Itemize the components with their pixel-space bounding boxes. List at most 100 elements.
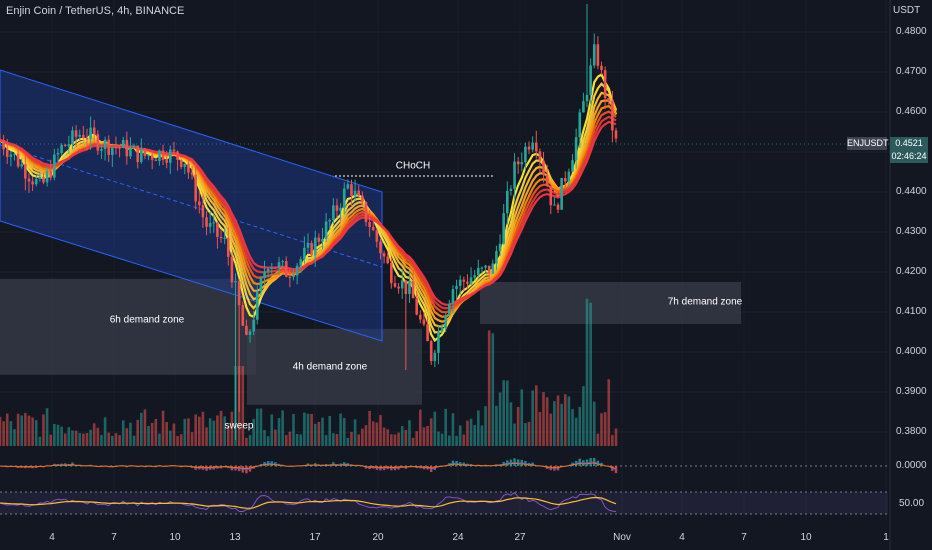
volume-bar xyxy=(578,406,582,446)
candle-body xyxy=(516,161,520,165)
volume-bar xyxy=(38,436,42,446)
volume-bar xyxy=(140,412,143,446)
candle-body xyxy=(74,130,78,137)
candle-body xyxy=(187,163,190,173)
candle-body xyxy=(527,146,531,150)
time-tick-label: 4 xyxy=(679,532,685,543)
volume-bar xyxy=(255,408,259,446)
candle-body xyxy=(2,140,5,150)
volume-bar xyxy=(107,432,111,446)
price-badge: 0.4521 xyxy=(890,137,928,150)
volume-bar xyxy=(34,420,38,446)
candle-body xyxy=(563,178,567,182)
candle-body xyxy=(571,160,574,172)
volume-bar xyxy=(448,435,451,446)
candle-body xyxy=(194,174,197,202)
candle-body xyxy=(277,262,281,269)
volume-bar xyxy=(165,422,168,446)
candle-body xyxy=(118,147,121,149)
price-tick-label: 0.4100 xyxy=(896,306,927,317)
volume-bar xyxy=(219,410,223,446)
candle-body xyxy=(502,213,505,244)
candle-body xyxy=(408,280,411,294)
candle-body xyxy=(306,243,310,248)
rsi-mid-label: 50.00 xyxy=(899,498,925,509)
ema-ribbon xyxy=(0,72,618,343)
candle-body xyxy=(357,190,361,196)
volume-bar xyxy=(534,385,538,446)
volume-bar xyxy=(426,425,429,446)
volume-bar xyxy=(455,435,458,446)
volume-bar xyxy=(270,414,274,446)
candle-body xyxy=(67,144,71,147)
candle-body xyxy=(542,160,545,175)
time-tick-label: 17 xyxy=(309,532,321,543)
volume-bar xyxy=(132,435,136,446)
demand-zone xyxy=(247,328,422,405)
volume-bar xyxy=(321,417,324,446)
candle-body xyxy=(252,319,255,332)
candle-body xyxy=(161,150,165,161)
ema-line xyxy=(0,120,617,306)
candle-body xyxy=(393,283,397,287)
volume-bar xyxy=(419,409,422,446)
volume-bar xyxy=(502,380,505,446)
volume-bar xyxy=(245,437,248,446)
volume-bar xyxy=(71,430,74,446)
volume-bar xyxy=(353,419,357,446)
volume-bar xyxy=(498,392,502,446)
volume-bar xyxy=(277,418,281,446)
time-tick-label: 7 xyxy=(741,532,747,543)
candle-body xyxy=(339,207,342,211)
candle-body xyxy=(176,151,179,160)
volume-bar xyxy=(437,431,440,446)
volume-bar xyxy=(194,414,197,446)
volume-bar xyxy=(150,422,154,446)
candle-body xyxy=(38,176,42,179)
volume-bar xyxy=(524,423,527,446)
volume-bar xyxy=(574,417,578,446)
symbol-badge[interactable]: ENJUSDT xyxy=(847,137,889,150)
candle-body xyxy=(125,140,129,157)
candle-body xyxy=(201,205,205,218)
volume-bar xyxy=(299,434,303,446)
volume-bar xyxy=(469,418,473,446)
volume-bar xyxy=(197,416,201,446)
time-tick-label: 10 xyxy=(169,532,181,543)
candle-body xyxy=(477,268,480,276)
candle-body xyxy=(491,263,495,274)
volume-bar xyxy=(433,411,437,446)
candle-body xyxy=(498,243,502,252)
candle-body xyxy=(317,237,321,242)
candle-body xyxy=(274,267,277,269)
volume-bar xyxy=(176,436,179,446)
volume-bar xyxy=(440,433,444,446)
price-tick-label: 0.4000 xyxy=(896,346,927,357)
candle-body xyxy=(266,269,270,272)
candle-body xyxy=(60,144,63,153)
candle-body xyxy=(375,230,379,242)
volume-bar xyxy=(611,435,614,446)
volume-bar xyxy=(303,412,306,446)
volume-bar xyxy=(100,434,103,446)
candle-body xyxy=(574,137,578,161)
candle-body xyxy=(545,174,549,186)
candle-body xyxy=(513,161,516,189)
volume-bar xyxy=(509,402,513,446)
volume-bar xyxy=(216,415,219,446)
volume-bar xyxy=(415,431,419,446)
candle-body xyxy=(346,184,350,189)
rsi-line xyxy=(0,492,617,513)
countdown-badge: 02:46:24 xyxy=(890,150,928,163)
volume-bar xyxy=(111,435,114,446)
volume-bar xyxy=(462,434,466,446)
macd-zero-label: 0.0000 xyxy=(896,460,927,471)
candle-body xyxy=(230,256,234,283)
candle-body xyxy=(259,278,263,292)
volume-bar xyxy=(350,431,353,446)
volume-bar xyxy=(49,434,53,446)
volume-bar xyxy=(607,379,611,446)
volume-bar xyxy=(375,422,379,446)
volume-bar xyxy=(183,418,187,446)
volume-bar xyxy=(259,408,263,446)
